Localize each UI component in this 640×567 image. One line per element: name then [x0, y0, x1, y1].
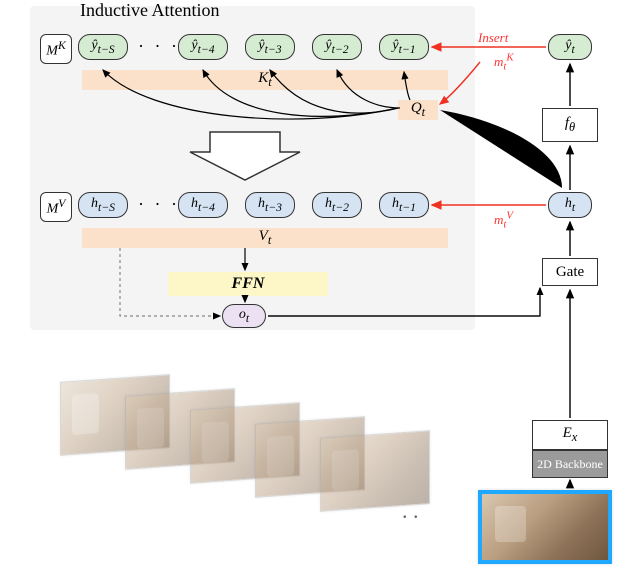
yhat-node: ŷt−1 [379, 34, 429, 60]
video-frame-current [478, 490, 612, 564]
yhat-sub: t−3 [265, 43, 282, 56]
mem-v-label: M [47, 201, 59, 216]
h-sub: t−2 [332, 201, 349, 214]
h-txt: h [392, 196, 399, 211]
ex-txt: E [563, 425, 572, 441]
h-node: ht−1 [379, 192, 429, 218]
ffn-box: FFN [168, 272, 328, 296]
k-sub: t [268, 75, 271, 89]
mk-txt: m [494, 54, 503, 69]
o-txt: o [239, 307, 246, 322]
ex-sub: x [572, 430, 578, 444]
v-bar: Vt [82, 228, 448, 248]
h-txt: h [91, 196, 98, 211]
mv-sup: V [506, 210, 513, 222]
mem-k-sup: K [58, 39, 66, 52]
yhat-node: ŷt−S [78, 34, 128, 60]
gate-box: Gate [542, 258, 598, 286]
h-t-node: ht [548, 192, 592, 218]
ffn-label: FFN [232, 275, 265, 293]
yhat-node: ŷt−2 [312, 34, 362, 60]
ftheta-box: fθ [542, 108, 598, 142]
mtv-label: mtV [494, 210, 513, 231]
h-t-sub: t [572, 201, 575, 214]
memory-v-box: MV [40, 192, 72, 222]
q-bar: Qt [398, 100, 438, 120]
yhat-t-sub: t [571, 43, 574, 56]
backbone-box: 2D Backbone [532, 450, 608, 478]
yhat-sub: t−S [98, 43, 115, 56]
h-txt: h [325, 196, 332, 211]
panel-title: Inductive Attention [80, 0, 219, 21]
o-node: ot [222, 304, 266, 328]
mtk-label: mtK [494, 52, 514, 73]
ex-box: Ex [532, 420, 608, 450]
yhat-node: ŷt−3 [245, 34, 295, 60]
h-sub: t−1 [399, 201, 416, 214]
h-sub: t−3 [265, 201, 282, 214]
h-txt: h [258, 196, 265, 211]
yhat-t-node: ŷt [548, 34, 592, 60]
h-node: ht−2 [312, 192, 362, 218]
h-node: ht−3 [245, 192, 295, 218]
yhat-sub: t−4 [198, 43, 215, 56]
mem-k-label: M [46, 43, 58, 58]
frame-dots: . . [402, 498, 419, 524]
yhat-sub: t−2 [332, 43, 349, 56]
h-sub: t−S [98, 201, 115, 214]
insert-label: Insert [478, 30, 508, 46]
mv-txt: m [494, 212, 503, 227]
q-label: Q [411, 100, 422, 116]
h-t-txt: h [565, 196, 572, 211]
gate-label: Gate [556, 264, 584, 281]
h-txt: h [191, 196, 198, 211]
v-label: V [259, 228, 268, 244]
h-sub: t−4 [198, 201, 215, 214]
v-sub: t [268, 233, 271, 247]
mk-sup: K [506, 52, 513, 64]
h-node: ht−S [78, 192, 128, 218]
dots: · · · [138, 194, 180, 215]
yhat-node: ŷt−4 [178, 34, 228, 60]
memory-k-box: MK [40, 34, 72, 64]
o-sub: t [246, 312, 249, 325]
k-bar: Kt [82, 70, 448, 90]
yhat-sub: t−1 [399, 43, 416, 56]
dots: · · · [138, 36, 180, 57]
h-node: ht−4 [178, 192, 228, 218]
mem-v-sup: V [58, 197, 65, 210]
backbone-label: 2D Backbone [537, 457, 603, 472]
k-label: K [258, 70, 268, 86]
q-sub: t [422, 105, 425, 119]
